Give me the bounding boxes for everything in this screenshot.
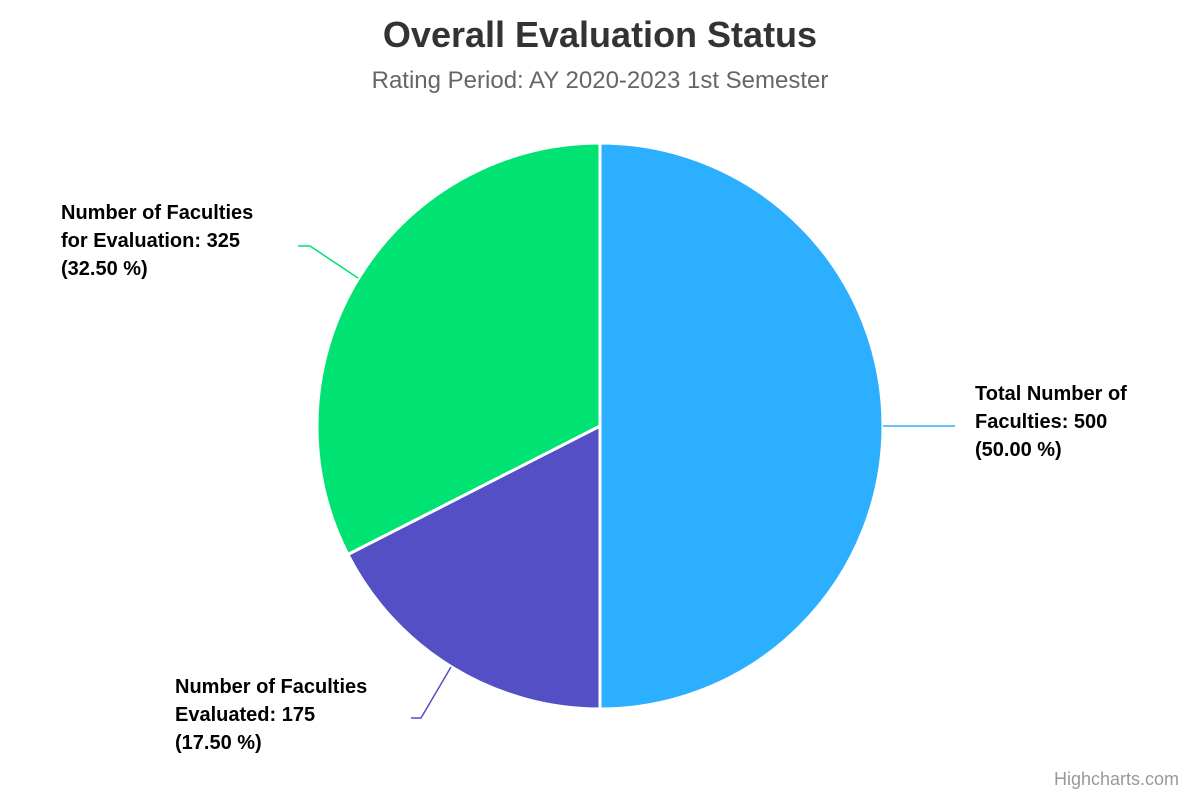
pie-slice-2[interactable] [346, 424, 602, 711]
data-label-3: Number of Faculties for Evaluation: 325 (3… [61, 202, 253, 280]
data-label-line: Total Number of [975, 383, 1127, 405]
pie-slice-1[interactable] [598, 141, 885, 711]
pie-slice-3[interactable] [315, 141, 602, 556]
data-label-connector-3 [298, 245, 359, 279]
data-label-line: Evaluated: 175 [175, 704, 315, 726]
data-label-line: Number of Faculties [175, 676, 367, 698]
data-label-line: (50.00 %) [975, 439, 1062, 461]
chart-title: Overall Evaluation Status [382, 14, 818, 55]
data-label-line: Number of Faculties [61, 202, 253, 224]
data-label-line: (17.50 %) [175, 732, 262, 754]
data-label-line: Faculties: 500 [975, 411, 1107, 433]
chart-subtitle: Rating Period: AY 2020-2023 1st Semester [371, 67, 829, 94]
data-label-connector-2 [411, 666, 452, 719]
data-label-line: (32.50 %) [61, 258, 148, 280]
highcharts-credits-link[interactable]: Highcharts.com [1053, 769, 1179, 789]
data-label-line: for Evaluation: 325 [61, 230, 240, 252]
data-label-2: Number of Faculties Evaluated: 175 (17.50 … [175, 676, 367, 754]
data-label-1: Total Number of Faculties: 500 (50.00 %) [975, 383, 1127, 461]
